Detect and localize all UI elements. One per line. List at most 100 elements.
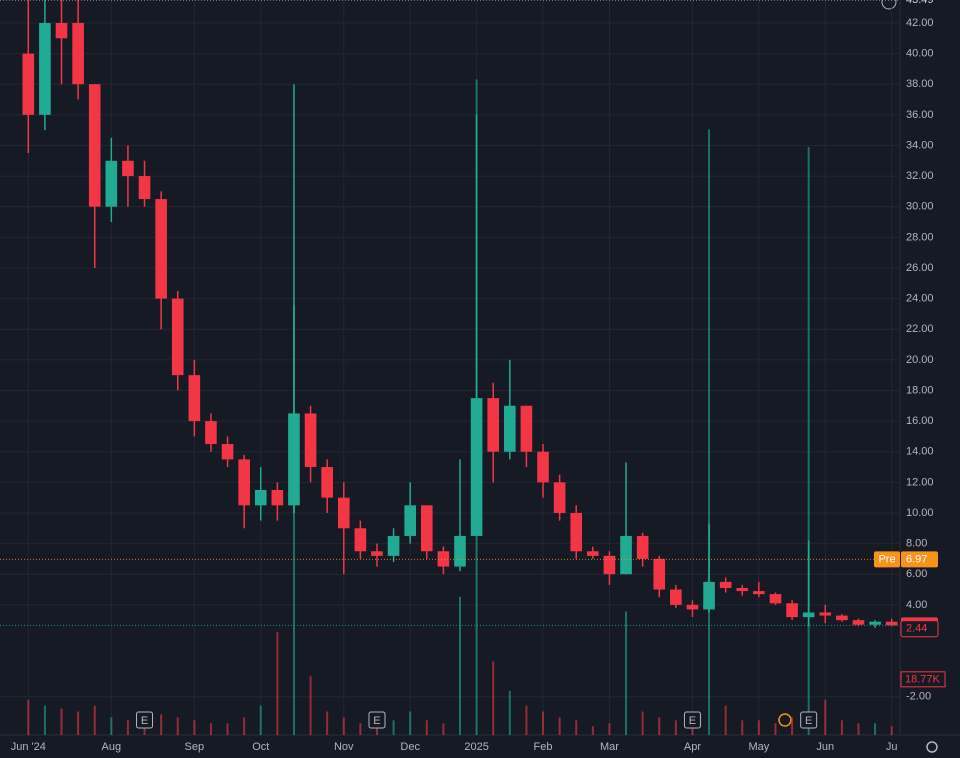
x-tick-label: Aug	[102, 741, 122, 753]
candle-body	[387, 535, 400, 556]
dividend-icon[interactable]	[778, 713, 792, 727]
candle-body	[437, 551, 450, 567]
volume-bar	[658, 717, 661, 735]
event-label: E	[805, 715, 812, 727]
candle-body	[570, 512, 583, 552]
y-tick-label: 4.00	[906, 599, 927, 611]
event-marker	[683, 711, 701, 729]
volume-bar	[93, 705, 96, 735]
y-tick-label: 32.00	[906, 170, 934, 182]
candle-body	[288, 413, 300, 506]
candle-body	[470, 398, 483, 536]
volume-bar	[176, 717, 179, 735]
y-tick-label: 42.00	[906, 17, 934, 29]
volume-bar	[326, 711, 329, 735]
tag-label: Pre	[878, 553, 895, 565]
event-label: E	[373, 715, 380, 727]
candle-body	[371, 551, 383, 556]
volume-bar	[160, 714, 163, 735]
candle-body	[620, 535, 632, 575]
candle-body	[205, 421, 217, 445]
volume-bar	[542, 711, 545, 735]
candle-body	[504, 405, 516, 452]
price-label-box	[901, 551, 938, 568]
event-label: E	[141, 715, 148, 727]
volume-bar	[608, 723, 611, 735]
candle-body	[221, 444, 234, 460]
x-tick-label: Ju	[886, 741, 898, 753]
volume-label: 18.77K	[905, 674, 941, 686]
y-tick-label: 36.00	[906, 109, 934, 121]
x-tick-label: Oct	[252, 741, 269, 753]
candle-body	[487, 398, 500, 452]
volume-bar	[459, 596, 461, 735]
x-tick-label: Jun	[816, 741, 834, 753]
volume-bar	[392, 720, 395, 735]
volume-bar	[591, 726, 594, 735]
y-tick-label: -2.00	[906, 691, 931, 703]
y-tick-label: 18.00	[906, 384, 934, 396]
volume-bar	[724, 705, 727, 735]
volume-bar	[193, 720, 196, 735]
candle-body	[636, 535, 649, 559]
candle-body	[603, 555, 616, 575]
price-label-box	[901, 0, 938, 9]
price-label: 43.49	[906, 0, 934, 6]
y-tick-label: 14.00	[906, 446, 934, 458]
candle-body	[885, 621, 898, 626]
y-tick-label: 8.00	[906, 538, 927, 550]
volume-bar	[425, 720, 428, 735]
y-tick-label: 30.00	[906, 201, 934, 213]
volume-bar	[575, 720, 578, 735]
x-tick-label: Jun '24	[11, 741, 46, 753]
y-tick-label: 6.00	[906, 568, 927, 580]
candle-body	[138, 176, 151, 200]
price-label: 2.44	[906, 623, 927, 635]
y-tick-label: 16.00	[906, 415, 934, 427]
volume-bar	[309, 676, 312, 735]
volume-bar	[807, 147, 810, 735]
x-tick-label: Sep	[185, 741, 205, 753]
candle-body	[304, 413, 317, 468]
event-marker	[368, 711, 386, 729]
candle-body	[321, 467, 333, 498]
volume-bar	[43, 705, 46, 735]
volume-bar	[558, 717, 561, 735]
settings-button[interactable]	[926, 741, 938, 753]
volume-bar	[525, 705, 528, 735]
add-button[interactable]	[881, 0, 897, 10]
candle-body	[802, 612, 815, 618]
volume-bar	[741, 720, 744, 735]
candle-body	[88, 84, 101, 207]
candle-body	[670, 589, 682, 605]
candle-body	[55, 22, 68, 39]
x-tick-label: 2025	[464, 741, 488, 753]
candle-body	[238, 459, 250, 506]
volume-bar	[890, 726, 893, 735]
volume-bar	[77, 711, 80, 735]
volume-bar	[641, 711, 644, 735]
y-tick-label: 10.00	[906, 507, 934, 519]
x-tick-label: Nov	[334, 741, 354, 753]
candle-body	[171, 298, 184, 376]
volume-bar	[359, 723, 362, 735]
candle-body	[122, 160, 134, 177]
candle-body	[254, 490, 267, 506]
volume-bar	[259, 705, 262, 735]
volume-bar	[209, 723, 212, 735]
price-label-box	[900, 620, 939, 638]
candle-body	[420, 505, 433, 552]
volume-bar	[276, 632, 279, 735]
event-label: E	[689, 715, 696, 727]
volume-bar	[674, 720, 677, 735]
candle-body	[271, 490, 284, 506]
candle-body	[653, 558, 666, 590]
y-tick-label: 22.00	[906, 323, 934, 335]
candle-body	[736, 588, 749, 592]
volume-bar	[292, 305, 295, 735]
axes: -2.00 4.00 6.00 8.00 10.00 12.00 14.00 16.00 18.…	[11, 0, 946, 753]
candle-body	[72, 22, 84, 85]
candle-body	[553, 482, 566, 513]
